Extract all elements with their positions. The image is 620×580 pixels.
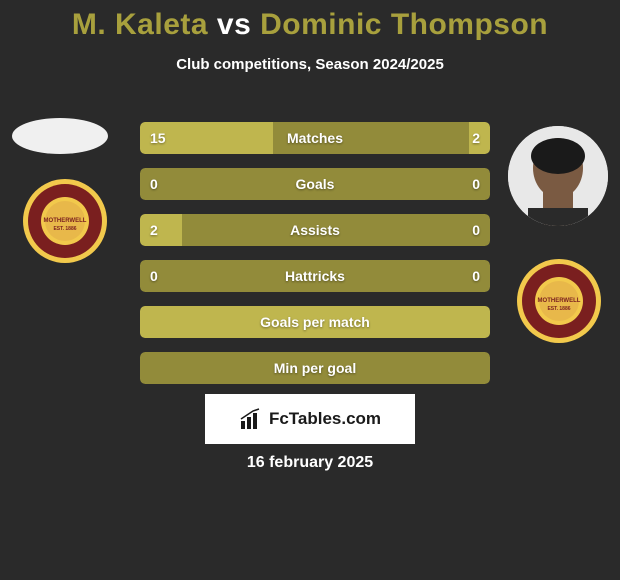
stat-row: Min per goal — [140, 352, 490, 384]
stat-label: Hattricks — [140, 260, 490, 292]
player1-avatar — [12, 118, 108, 154]
stat-row: 00Goals — [140, 168, 490, 200]
date-text: 16 february 2025 — [0, 454, 620, 472]
stat-row: 00Hattricks — [140, 260, 490, 292]
fctables-logo: FcTables.com — [205, 394, 415, 444]
player2-club-crest: MOTHERWELL EST. 1886 — [516, 258, 602, 344]
stat-label: Goals — [140, 168, 490, 200]
stat-row: 20Assists — [140, 214, 490, 246]
stat-label: Assists — [140, 214, 490, 246]
svg-text:MOTHERWELL: MOTHERWELL — [538, 298, 581, 304]
comparison-title: M. Kaleta vs Dominic Thompson — [0, 0, 620, 42]
svg-text:EST. 1886: EST. 1886 — [547, 306, 570, 312]
stat-label: Goals per match — [140, 306, 490, 338]
stat-label: Min per goal — [140, 352, 490, 384]
stat-label: Matches — [140, 122, 490, 154]
player2-avatar — [508, 126, 608, 226]
stat-row: Goals per match — [140, 306, 490, 338]
stats-chart: 152Matches 00Goals 20Assists 00Hattricks Goa… — [140, 122, 490, 398]
stat-row: 152Matches — [140, 122, 490, 154]
vs-text: vs — [217, 8, 251, 41]
player1-name: M. Kaleta — [72, 8, 208, 41]
player2-name: Dominic Thompson — [260, 8, 548, 41]
svg-text:MOTHERWELL: MOTHERWELL — [44, 218, 87, 224]
player1-club-crest: MOTHERWELL EST. 1886 — [22, 178, 108, 264]
svg-text:EST. 1886: EST. 1886 — [53, 226, 76, 232]
bar-chart-icon — [239, 407, 263, 431]
logo-text: FcTables.com — [269, 409, 381, 429]
subtitle: Club competitions, Season 2024/2025 — [0, 56, 620, 73]
